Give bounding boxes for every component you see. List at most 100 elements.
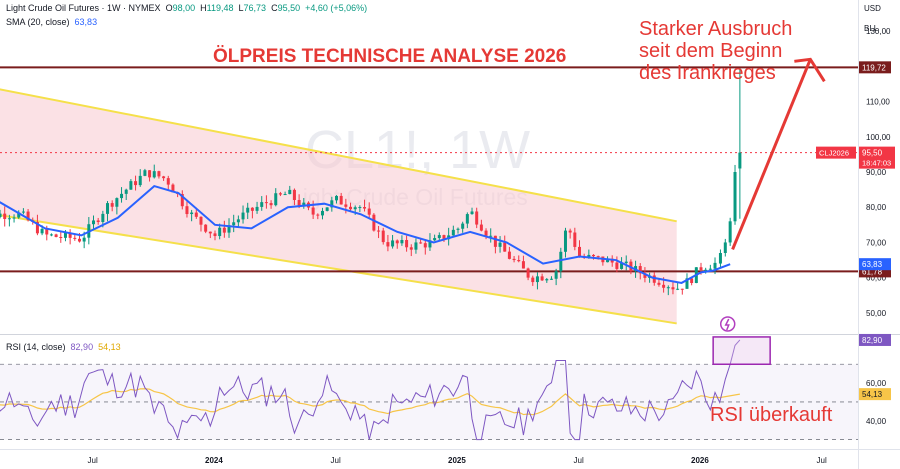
price-tick-label: 90,00 (866, 168, 887, 177)
candle-body (17, 212, 21, 218)
candle-body (68, 232, 72, 238)
candle-body (493, 235, 497, 247)
event-icon (719, 316, 736, 332)
candle-body (461, 223, 465, 229)
candle-body (652, 275, 656, 283)
candle-body (255, 206, 259, 211)
candle-body (344, 204, 348, 207)
change-value: +4,60 (+5,06%) (305, 3, 368, 13)
candle-body (573, 232, 577, 247)
candle-body (59, 236, 63, 238)
candle-body (96, 220, 100, 222)
candle-body (531, 277, 535, 283)
candle-body (115, 198, 119, 207)
candle-body (442, 235, 446, 240)
candle-body (484, 230, 488, 236)
candle-body (40, 228, 44, 234)
candle-body (475, 211, 479, 225)
candle-body (592, 254, 596, 257)
candle-body (330, 200, 334, 208)
high-value: 119,48 (206, 3, 234, 13)
sma-badge-label: 63,83 (862, 260, 883, 269)
candle-body (423, 243, 427, 248)
candle-body (274, 193, 278, 206)
sma-label: SMA (20, close) (6, 17, 70, 27)
candle-body (503, 242, 507, 252)
candle-body (395, 240, 399, 244)
candle-body (638, 266, 642, 274)
candle-body (680, 288, 684, 290)
candle-body (246, 207, 250, 213)
candle-body (409, 247, 413, 250)
candle-body (405, 239, 409, 248)
candle-body (545, 279, 549, 281)
candle-body (73, 237, 77, 239)
candle-body (521, 261, 525, 269)
candle-body (325, 207, 329, 211)
candle-body (185, 206, 189, 215)
rsi-ma-badge-label: 54,13 (862, 390, 883, 399)
breakout-line-1: Starker Ausbruch (639, 18, 793, 40)
price-tick-label: 50,00 (866, 309, 887, 318)
candle-body (381, 230, 385, 243)
candle-body (63, 232, 67, 238)
rsi-overbought-note: RSI überkauft (710, 404, 833, 426)
sma-line (0, 184, 731, 284)
price-tick-label: 130,00 (866, 27, 891, 36)
lightning-icon (724, 318, 730, 331)
candle-body (269, 203, 273, 206)
candle-body (134, 181, 138, 186)
time-tick-label: 2026 (691, 456, 709, 465)
candle-body (526, 268, 530, 278)
contract-label: CLJ2026 (819, 149, 849, 158)
candle-body (316, 214, 320, 216)
candle-body (162, 176, 166, 179)
candle-body (232, 222, 236, 226)
currency-code: USD (864, 4, 881, 13)
candle-body (587, 254, 591, 258)
rsi-tick-label: 60,00 (866, 379, 887, 388)
candle-body (204, 224, 208, 232)
candle-body (208, 231, 212, 234)
candle-body (213, 233, 217, 237)
candle-body (92, 220, 95, 225)
candle-body (507, 251, 511, 259)
candle-body (657, 282, 661, 285)
candle-body (372, 214, 376, 231)
chart-header: Light Crude Oil Futures · 1W · NYMEX O98… (6, 3, 367, 13)
candle-body (129, 181, 133, 190)
candle-body (620, 263, 624, 269)
candle-body (120, 193, 124, 199)
breakout-line-3: des Irankrieges (639, 62, 776, 84)
candle-body (666, 287, 670, 289)
rsi-tick-label: 40,00 (866, 417, 887, 426)
candle-body (568, 230, 572, 233)
candle-body (708, 268, 712, 270)
candle-body (400, 239, 404, 244)
candle-body (643, 273, 647, 278)
candle-body (433, 238, 437, 241)
rsi-ma-line (0, 388, 740, 416)
candle-body (699, 267, 703, 270)
candle-body (723, 242, 727, 253)
candle-body (21, 211, 25, 213)
candle-body (54, 234, 58, 237)
candle-body (437, 235, 441, 239)
candle-body (559, 251, 563, 272)
candle-body (563, 230, 567, 252)
close-value: 95,50 (277, 3, 301, 13)
candle-body (0, 213, 2, 218)
candle-body (367, 208, 371, 215)
close-label: C (271, 3, 278, 13)
candle-body (82, 237, 86, 242)
candle-body (606, 258, 610, 263)
level-label: 61,78 (862, 267, 883, 276)
candle-body (549, 278, 553, 280)
time-tick-label: 2024 (205, 456, 223, 465)
candle-body (377, 230, 381, 232)
candle-body (676, 288, 680, 290)
candle-body (624, 261, 628, 264)
price-tick-label: 110,00 (866, 98, 890, 107)
candle-body (671, 287, 675, 290)
